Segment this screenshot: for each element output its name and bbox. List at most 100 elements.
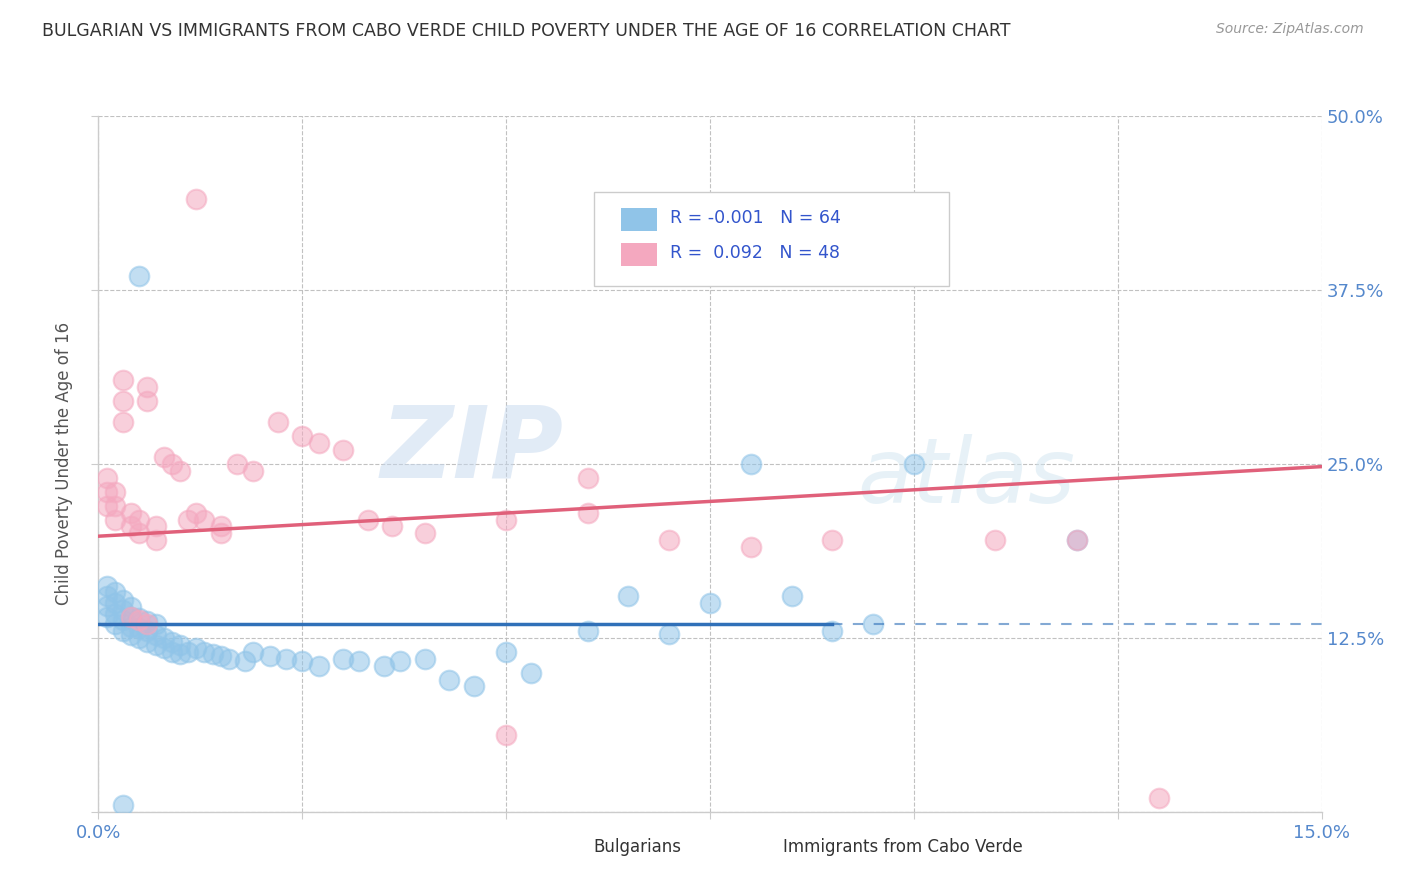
Point bbox=[104, 512, 127, 526]
Point bbox=[136, 394, 159, 409]
Point bbox=[209, 648, 232, 663]
Point bbox=[104, 607, 127, 621]
Point bbox=[740, 457, 762, 471]
Point bbox=[152, 450, 174, 464]
Text: R =  0.092   N = 48: R = 0.092 N = 48 bbox=[669, 244, 839, 262]
Point bbox=[160, 635, 183, 649]
Point bbox=[96, 484, 118, 499]
Point bbox=[291, 429, 314, 443]
FancyBboxPatch shape bbox=[620, 244, 658, 266]
Point bbox=[389, 655, 412, 669]
Point bbox=[136, 614, 159, 628]
Point bbox=[780, 589, 803, 603]
Point bbox=[984, 533, 1007, 548]
Point bbox=[136, 616, 159, 631]
FancyBboxPatch shape bbox=[593, 193, 949, 286]
Point bbox=[128, 611, 150, 625]
Point bbox=[136, 635, 159, 649]
Point bbox=[381, 519, 404, 533]
Point bbox=[160, 457, 183, 471]
Point bbox=[111, 624, 134, 638]
Point bbox=[291, 655, 314, 669]
Point bbox=[186, 193, 208, 207]
Point bbox=[437, 673, 460, 687]
Point bbox=[193, 645, 215, 659]
Point bbox=[136, 380, 159, 394]
Point bbox=[903, 457, 925, 471]
Point bbox=[373, 658, 395, 673]
Point bbox=[177, 512, 200, 526]
Text: Bulgarians: Bulgarians bbox=[593, 838, 682, 855]
Point bbox=[821, 533, 844, 548]
Point bbox=[209, 526, 232, 541]
Text: BULGARIAN VS IMMIGRANTS FROM CABO VERDE CHILD POVERTY UNDER THE AGE OF 16 CORREL: BULGARIAN VS IMMIGRANTS FROM CABO VERDE … bbox=[42, 22, 1011, 40]
Point bbox=[193, 512, 215, 526]
Point bbox=[356, 512, 378, 526]
Point bbox=[145, 533, 167, 548]
Point bbox=[1066, 533, 1088, 548]
Point bbox=[120, 628, 142, 642]
FancyBboxPatch shape bbox=[620, 209, 658, 231]
Point bbox=[111, 593, 134, 607]
Point bbox=[495, 645, 517, 659]
Point bbox=[658, 533, 681, 548]
Point bbox=[242, 645, 264, 659]
Point bbox=[349, 655, 371, 669]
Point bbox=[120, 506, 142, 520]
Point bbox=[145, 628, 167, 642]
Point bbox=[104, 499, 127, 513]
Point bbox=[145, 616, 167, 631]
Point bbox=[128, 613, 150, 627]
Point bbox=[120, 610, 142, 624]
Point bbox=[226, 457, 249, 471]
Point bbox=[104, 616, 127, 631]
Point bbox=[495, 512, 517, 526]
Point bbox=[576, 471, 599, 485]
FancyBboxPatch shape bbox=[741, 836, 772, 857]
Point bbox=[617, 589, 640, 603]
Point bbox=[128, 512, 150, 526]
Point bbox=[463, 680, 485, 694]
Point bbox=[128, 621, 150, 635]
Point bbox=[145, 519, 167, 533]
Point bbox=[332, 651, 354, 665]
Point bbox=[96, 599, 118, 613]
Point bbox=[274, 651, 297, 665]
Point bbox=[413, 651, 436, 665]
Point bbox=[308, 658, 330, 673]
Point bbox=[186, 506, 208, 520]
Point bbox=[201, 648, 224, 662]
FancyBboxPatch shape bbox=[551, 836, 582, 857]
Point bbox=[152, 631, 174, 645]
Point bbox=[177, 645, 200, 659]
Point bbox=[576, 506, 599, 520]
Text: Source: ZipAtlas.com: Source: ZipAtlas.com bbox=[1216, 22, 1364, 37]
Point bbox=[699, 596, 721, 610]
Point bbox=[111, 603, 134, 617]
Point bbox=[740, 541, 762, 555]
Point bbox=[128, 631, 150, 645]
Point bbox=[308, 436, 330, 450]
Point bbox=[576, 624, 599, 638]
Point bbox=[169, 648, 191, 662]
Point bbox=[242, 464, 264, 478]
Point bbox=[104, 596, 127, 610]
Point bbox=[128, 526, 150, 541]
Point bbox=[96, 579, 118, 593]
Point bbox=[96, 471, 118, 485]
Point bbox=[259, 648, 281, 663]
Text: atlas: atlas bbox=[856, 434, 1074, 522]
Point bbox=[218, 651, 240, 665]
Text: Immigrants from Cabo Verde: Immigrants from Cabo Verde bbox=[783, 838, 1024, 855]
Point bbox=[152, 640, 174, 655]
Point bbox=[96, 589, 118, 603]
Point bbox=[233, 655, 256, 669]
Point bbox=[120, 610, 142, 624]
Point bbox=[136, 624, 159, 638]
Point bbox=[267, 415, 290, 429]
Point bbox=[658, 626, 681, 640]
Point bbox=[111, 394, 134, 409]
Point bbox=[1147, 790, 1170, 805]
Text: ZIP: ZIP bbox=[380, 401, 564, 499]
Point bbox=[128, 268, 150, 283]
